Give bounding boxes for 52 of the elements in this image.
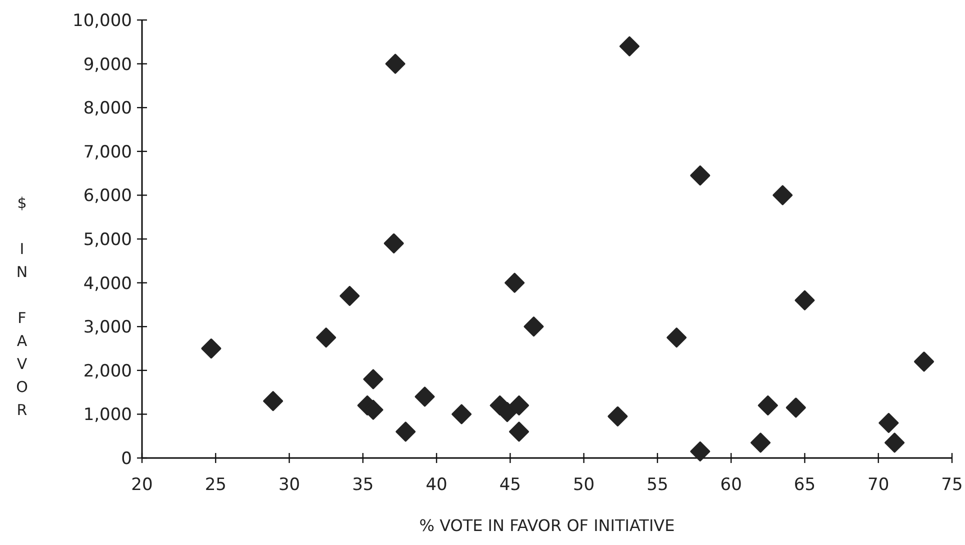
point	[340, 286, 360, 306]
y-tick-label: 10,000	[72, 10, 132, 31]
x-tick-label: 65	[794, 475, 816, 495]
point	[414, 386, 435, 407]
x-tick-label: 50	[573, 475, 595, 495]
y-tick-label: 8,000	[83, 98, 132, 119]
point	[758, 395, 778, 416]
x-tick-label: 55	[646, 475, 668, 495]
point	[878, 412, 899, 433]
point	[914, 352, 934, 372]
point	[524, 316, 544, 337]
y-tick-label: 7,000	[83, 142, 132, 162]
point	[786, 398, 806, 418]
point	[316, 328, 336, 348]
y-tick-label: 3,000	[83, 318, 132, 338]
point	[690, 441, 710, 462]
x-tick-label: 35	[352, 475, 374, 495]
x-tick-label: 20	[131, 475, 153, 495]
y-tick-label: 6,000	[83, 186, 132, 206]
point	[619, 36, 640, 56]
y-tick-label: 2,000	[83, 361, 132, 382]
point	[504, 272, 525, 293]
y-tick-label: 0	[121, 448, 132, 469]
point	[608, 406, 628, 426]
x-tick-label: 25	[204, 475, 226, 495]
point	[363, 369, 384, 390]
point	[385, 54, 406, 74]
point	[666, 328, 687, 348]
y-tick-label: 4,000	[83, 274, 132, 294]
x-tick-label: 70	[868, 475, 890, 495]
point	[884, 432, 905, 453]
x-tick-label: 45	[499, 475, 521, 495]
text: $ IN FAVOR	[16, 194, 28, 419]
y-tick-label: 5,000	[83, 230, 132, 250]
x-tick-label: 40	[426, 475, 448, 495]
point	[690, 165, 710, 186]
x-tick-label: 30	[278, 475, 300, 495]
x-axis-title: % VOTE IN FAVOR OF INITIATIVE	[419, 516, 675, 535]
point	[509, 422, 530, 442]
y-tick-label: 1,000	[83, 405, 132, 426]
point	[263, 391, 284, 412]
point	[384, 233, 404, 254]
x-tick-label: 60	[720, 475, 742, 495]
point	[201, 338, 222, 358]
point	[794, 290, 815, 310]
point	[750, 432, 771, 453]
point	[772, 185, 793, 206]
point	[396, 422, 416, 442]
y-tick-label: 9,000	[83, 54, 132, 75]
point	[509, 395, 530, 416]
point	[452, 404, 472, 424]
x-tick-label: 75	[941, 475, 963, 495]
